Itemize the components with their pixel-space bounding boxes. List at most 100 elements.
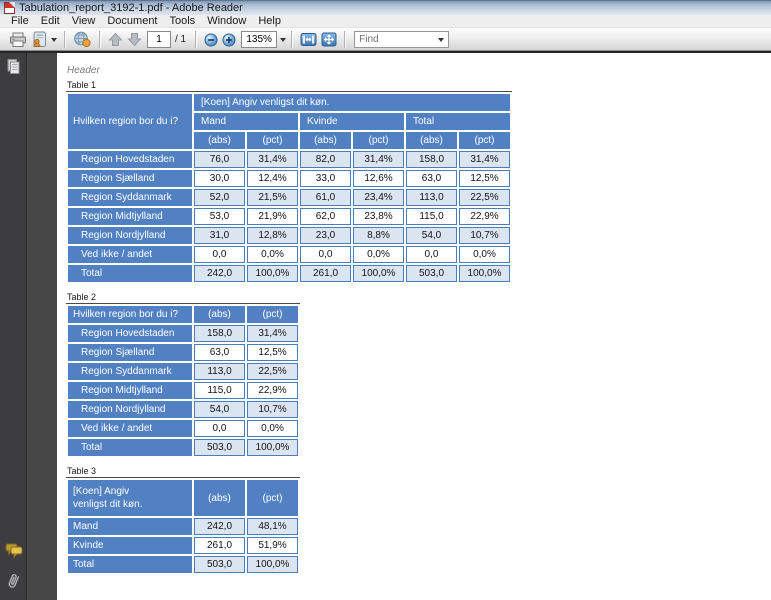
collaborate-button[interactable]	[29, 30, 59, 50]
data-cell: 31,4%	[247, 151, 298, 168]
table-row: Total 242,0 100,0% 261,0 100,0% 503,0 100,0%	[68, 265, 510, 282]
data-cell: 23,4%	[353, 189, 404, 206]
zoom-level-input[interactable]	[241, 31, 278, 48]
pdf-file-icon	[4, 2, 15, 14]
data-cell: 8,8%	[353, 227, 404, 244]
row-label-cell: Region Syddanmark	[68, 363, 192, 380]
attachments-panel-button[interactable]	[4, 571, 23, 590]
table-body: Region Hovedstaden 158,0 31,4% Region Sjæll…	[68, 325, 298, 456]
next-page-button[interactable]	[125, 30, 144, 50]
toolbar: / 1	[0, 28, 771, 51]
find-dropdown-caret-icon[interactable]	[438, 37, 445, 42]
previous-page-icon	[108, 32, 123, 46]
measure-header-cell: (pct)	[459, 132, 510, 149]
data-cell: 23,8%	[353, 208, 404, 225]
acrobat-com-button[interactable]	[71, 30, 94, 50]
data-cell: 12,4%	[247, 170, 298, 187]
fit-width-button[interactable]	[298, 30, 319, 50]
zoom-out-icon	[204, 33, 218, 46]
data-cell: 76,0	[194, 151, 245, 168]
menu-item-file[interactable]: File	[11, 15, 29, 27]
measure-header-cell: (pct)	[247, 132, 298, 149]
pages-panel-button[interactable]	[4, 57, 23, 76]
toolbar-separator	[64, 31, 66, 48]
table-row: Region Sjælland 30,0 12,4% 33,0 12,6% 63,0 12,…	[68, 170, 510, 187]
toolbar-separator	[344, 31, 347, 48]
row-label-cell: Total	[68, 439, 192, 456]
tabulation-table: [Koen] Angiv venligst dit køn. (abs) (pct)…	[66, 478, 300, 575]
data-cell: 100,0%	[353, 265, 404, 282]
full-screen-icon	[321, 32, 337, 47]
question-header-cell: Hvilken region bor du i?	[68, 306, 192, 323]
previous-page-button[interactable]	[106, 30, 125, 50]
table-row: Region Hovedstaden 158,0 31,4%	[68, 325, 298, 342]
document-canvas[interactable]: Header Table 1 Hvilken region bor du i? [K…	[0, 51, 771, 600]
menu-item-edit[interactable]: Edit	[40, 15, 60, 27]
comments-icon	[5, 543, 22, 558]
group-header-cell: Total	[406, 113, 510, 130]
data-cell: 12,6%	[353, 170, 404, 187]
find-input[interactable]	[355, 34, 437, 45]
data-cell: 30,0	[194, 170, 245, 187]
page-thumbnails-icon	[7, 59, 20, 74]
menu-item-document[interactable]: Document	[107, 15, 158, 27]
data-cell: 0,0	[300, 246, 351, 263]
data-cell: 48,1%	[247, 518, 298, 535]
fit-width-icon	[300, 33, 317, 46]
data-cell: 22,9%	[247, 382, 298, 399]
group-header-cell: Kvinde	[300, 113, 404, 130]
data-cell: 12,5%	[247, 344, 298, 361]
data-cell: 31,0	[194, 227, 245, 244]
table-header: Hvilken region bor du i? (abs) (pct)	[68, 306, 298, 323]
table-caption: Table 3	[66, 465, 300, 478]
row-label-cell: Region Hovedstaden	[68, 325, 192, 342]
table-row: Region Sjælland 63,0 12,5%	[68, 344, 298, 361]
zoom-in-button[interactable]	[220, 30, 238, 50]
row-label-cell: Region Nordjylland	[68, 227, 192, 244]
pdf-page[interactable]: Header Table 1 Hvilken region bor du i? [K…	[57, 53, 771, 600]
data-cell: 100,0%	[247, 439, 298, 456]
data-cell: 54,0	[406, 227, 457, 244]
data-cell: 242,0	[194, 518, 245, 535]
row-label-cell: Ved ikke / andet	[68, 246, 192, 263]
data-cell: 0,0%	[353, 246, 404, 263]
data-cell: 63,0	[194, 344, 245, 361]
zoom-out-button[interactable]	[202, 30, 220, 50]
data-cell: 21,5%	[247, 189, 298, 206]
measure-header-cell: (pct)	[247, 306, 298, 323]
table-row: Region Nordjylland 31,0 12,8% 23,0 8,8% 54,0 1…	[68, 227, 510, 244]
data-cell: 0,0	[194, 246, 245, 263]
menu-item-help[interactable]: Help	[258, 15, 281, 27]
find-box	[354, 31, 450, 48]
data-cell: 10,7%	[247, 401, 298, 418]
question-header-cell: Hvilken region bor du i?	[68, 94, 192, 149]
data-cell: 54,0	[194, 401, 245, 418]
row-label-cell: Total	[68, 556, 192, 573]
data-cell: 10,7%	[459, 227, 510, 244]
data-cell: 115,0	[194, 382, 245, 399]
paperclip-icon	[8, 573, 19, 588]
tabulation-table: Hvilken region bor du i? [Koen] Angiv ven…	[66, 92, 512, 284]
full-screen-button[interactable]	[319, 30, 339, 50]
data-cell: 261,0	[194, 537, 245, 554]
data-cell: 63,0	[406, 170, 457, 187]
table-header: Hvilken region bor du i? [Koen] Angiv ven…	[68, 94, 510, 149]
report-table-block: Table 1 Hvilken region bor du i? [Koen] An…	[66, 79, 512, 284]
print-button[interactable]	[7, 30, 29, 50]
data-cell: 158,0	[194, 325, 245, 342]
menu-item-view[interactable]: View	[71, 15, 96, 27]
row-label-cell: Region Midtjylland	[68, 382, 192, 399]
table-row: Ved ikke / andet 0,0 0,0% 0,0 0,0% 0,0 0,0%	[68, 246, 510, 263]
page-number-input[interactable]	[147, 31, 171, 48]
row-label-cell: Region Sjælland	[68, 344, 192, 361]
window-titlebar[interactable]: Tabulation_report_3192-1.pdf - Adobe Rea…	[0, 0, 771, 15]
table-body: Region Hovedstaden 76,0 31,4% 82,0 31,4% 158,…	[68, 151, 510, 282]
comments-panel-button[interactable]	[4, 541, 23, 560]
data-cell: 33,0	[300, 170, 351, 187]
zoom-dropdown-caret-icon[interactable]	[280, 37, 287, 42]
menu-item-window[interactable]: Window	[207, 15, 247, 27]
menu-item-tools[interactable]: Tools	[169, 15, 196, 27]
table-row: Kvinde 261,0 51,9%	[68, 537, 298, 554]
data-cell: 115,0	[406, 208, 457, 225]
data-cell: 21,9%	[247, 208, 298, 225]
